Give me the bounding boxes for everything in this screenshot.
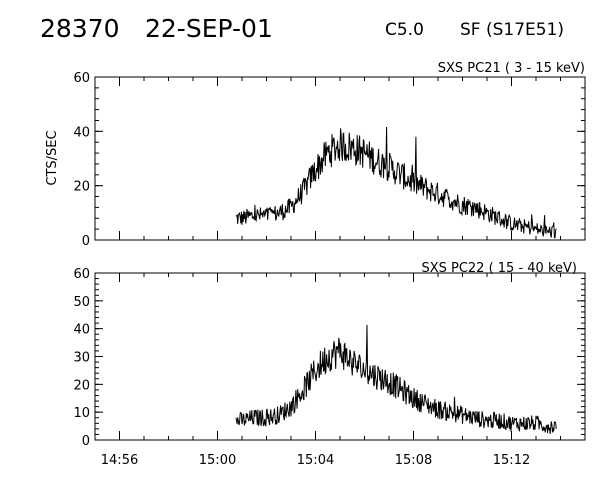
y-tick-label: 0 (82, 434, 90, 449)
event-date: 22-SEP-01 (145, 14, 273, 43)
y-tick-label: 40 (73, 125, 90, 140)
panel-pc22-title: SXS PC22 ( 15 - 40 keV) (421, 261, 577, 276)
panel-pc21-ylabel: CTS/SEC (45, 130, 60, 185)
panel-pc21: SXS PC21 ( 3 - 15 keV) CTS/SEC 0 20 40 60 (45, 61, 586, 249)
flare-location: SF (S17E51) (460, 20, 565, 40)
panel-pc21-yticks: 0 20 40 60 (73, 71, 585, 249)
panel-pc21-series (235, 126, 557, 239)
y-tick-label: 40 (73, 323, 90, 338)
y-tick-label: 20 (73, 180, 90, 195)
x-tick-label: 15:04 (297, 453, 334, 468)
panel-pc21-xticks (94, 77, 586, 240)
x-tick-label: 15:12 (493, 453, 530, 468)
panel-pc22-series (235, 324, 557, 434)
x-tick-label: 15:00 (199, 453, 236, 468)
y-tick-label: 0 (82, 234, 90, 249)
y-tick-label: 50 (73, 295, 90, 310)
y-tick-label: 10 (73, 406, 90, 421)
panel-pc22-xticks (94, 273, 586, 440)
y-tick-label: 30 (73, 351, 90, 366)
panel-pc21-title: SXS PC21 ( 3 - 15 keV) (438, 61, 585, 76)
event-id: 28370 (40, 14, 120, 43)
panel-pc22: SXS PC22 ( 15 - 40 keV) 0 10 20 30 40 50 60 14… (73, 261, 586, 468)
x-tick-labels: 14:56 15:00 15:04 15:08 15:12 (101, 453, 530, 468)
x-tick-label: 15:08 (395, 453, 432, 468)
x-tick-label: 14:56 (101, 453, 138, 468)
goes-class: C5.0 (385, 20, 424, 40)
panel-pc22-yticks: 0 10 20 30 40 50 60 (73, 267, 585, 449)
y-tick-label: 60 (73, 267, 90, 282)
y-tick-label: 20 (73, 378, 90, 393)
y-tick-label: 60 (73, 71, 90, 86)
